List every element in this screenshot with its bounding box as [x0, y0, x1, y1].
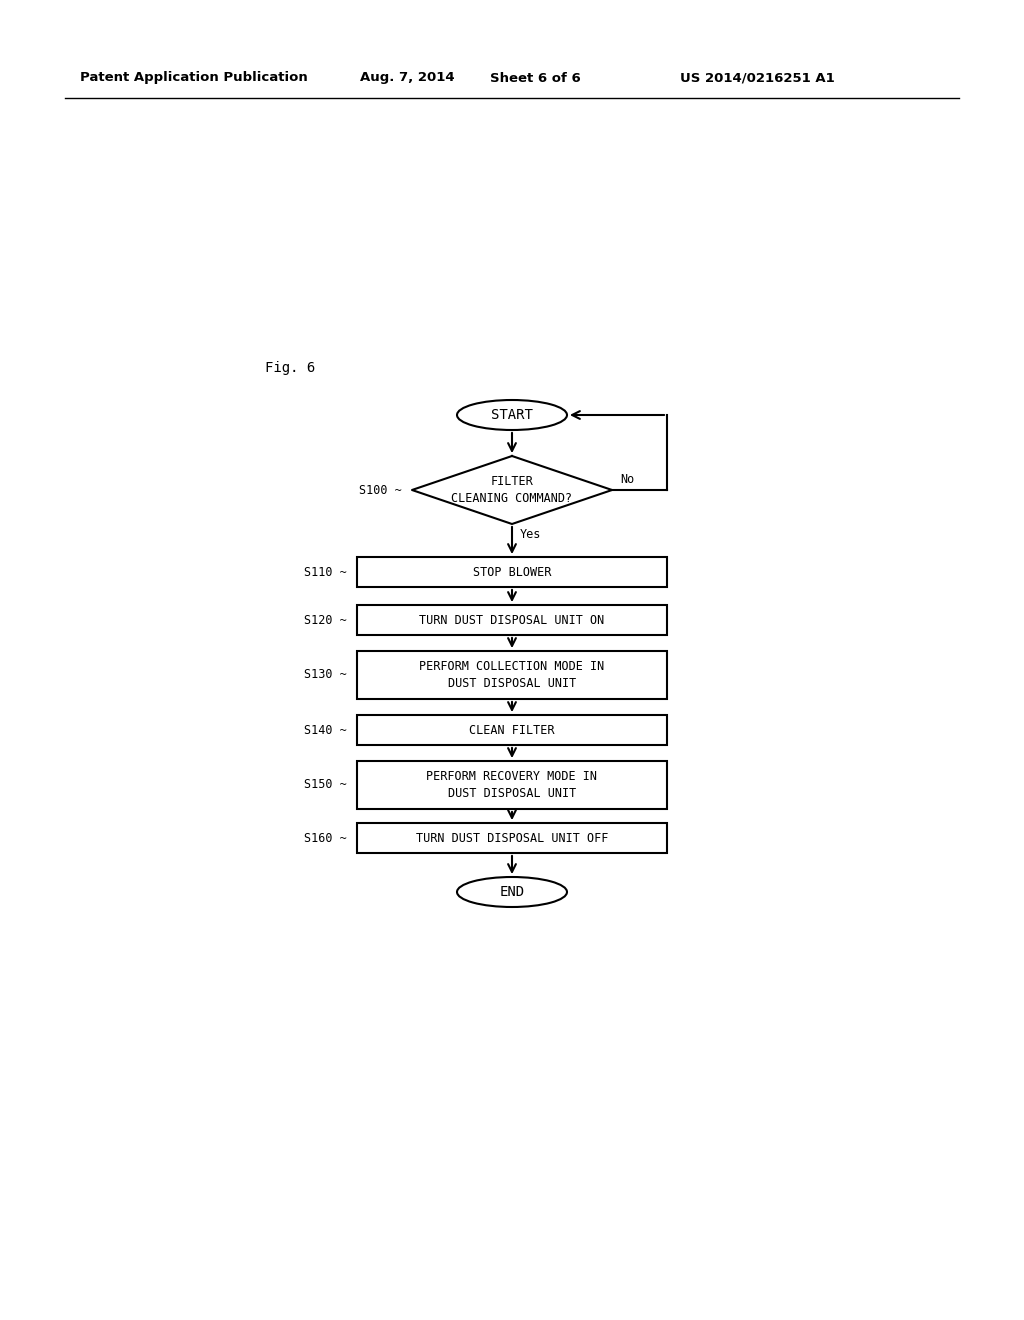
Text: TURN DUST DISPOSAL UNIT OFF: TURN DUST DISPOSAL UNIT OFF: [416, 832, 608, 845]
Text: S150 ~: S150 ~: [304, 779, 347, 792]
Text: S130 ~: S130 ~: [304, 668, 347, 681]
Text: S120 ~: S120 ~: [304, 614, 347, 627]
Text: S100 ~: S100 ~: [359, 483, 402, 496]
Text: FILTER
CLEANING COMMAND?: FILTER CLEANING COMMAND?: [452, 475, 572, 506]
Text: US 2014/0216251 A1: US 2014/0216251 A1: [680, 71, 835, 84]
Text: TURN DUST DISPOSAL UNIT ON: TURN DUST DISPOSAL UNIT ON: [420, 614, 604, 627]
Text: PERFORM COLLECTION MODE IN
DUST DISPOSAL UNIT: PERFORM COLLECTION MODE IN DUST DISPOSAL…: [420, 660, 604, 690]
Text: Sheet 6 of 6: Sheet 6 of 6: [490, 71, 581, 84]
Text: No: No: [620, 473, 634, 486]
Text: Aug. 7, 2014: Aug. 7, 2014: [360, 71, 455, 84]
Text: S140 ~: S140 ~: [304, 723, 347, 737]
Text: S110 ~: S110 ~: [304, 565, 347, 578]
Text: S160 ~: S160 ~: [304, 832, 347, 845]
Text: Yes: Yes: [520, 528, 542, 541]
Bar: [357, 822, 667, 853]
Text: STOP BLOWER: STOP BLOWER: [473, 565, 551, 578]
Text: Patent Application Publication: Patent Application Publication: [80, 71, 308, 84]
Text: Fig. 6: Fig. 6: [265, 360, 315, 375]
Text: END: END: [500, 884, 524, 899]
Bar: [357, 557, 667, 587]
Text: PERFORM RECOVERY MODE IN
DUST DISPOSAL UNIT: PERFORM RECOVERY MODE IN DUST DISPOSAL U…: [427, 770, 597, 800]
Text: CLEAN FILTER: CLEAN FILTER: [469, 723, 555, 737]
Bar: [357, 715, 667, 744]
Bar: [357, 605, 667, 635]
Text: START: START: [492, 408, 532, 422]
Bar: [357, 651, 667, 700]
Bar: [357, 762, 667, 809]
